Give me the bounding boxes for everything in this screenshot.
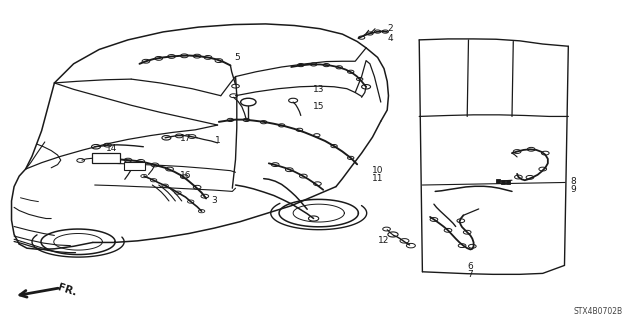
Text: 10: 10 (372, 166, 383, 175)
Text: 4: 4 (388, 34, 393, 43)
Text: 15: 15 (313, 102, 324, 111)
Text: STX4B0702B: STX4B0702B (574, 307, 623, 315)
Text: 2: 2 (388, 24, 393, 33)
Text: 5: 5 (234, 53, 239, 62)
Text: 7: 7 (468, 270, 473, 279)
Text: 1: 1 (215, 136, 220, 145)
Circle shape (241, 98, 256, 106)
Text: 12: 12 (378, 236, 390, 245)
Text: 11: 11 (372, 174, 383, 183)
Text: FR.: FR. (56, 283, 78, 298)
Text: 14: 14 (106, 144, 118, 153)
FancyBboxPatch shape (124, 162, 145, 170)
Text: 16: 16 (180, 171, 191, 180)
FancyBboxPatch shape (92, 153, 120, 163)
Text: 3: 3 (212, 197, 217, 205)
Text: 13: 13 (313, 85, 324, 94)
Text: 8: 8 (570, 177, 575, 186)
Text: 17: 17 (180, 134, 191, 143)
Text: 6: 6 (468, 262, 473, 271)
Text: 9: 9 (570, 185, 575, 194)
